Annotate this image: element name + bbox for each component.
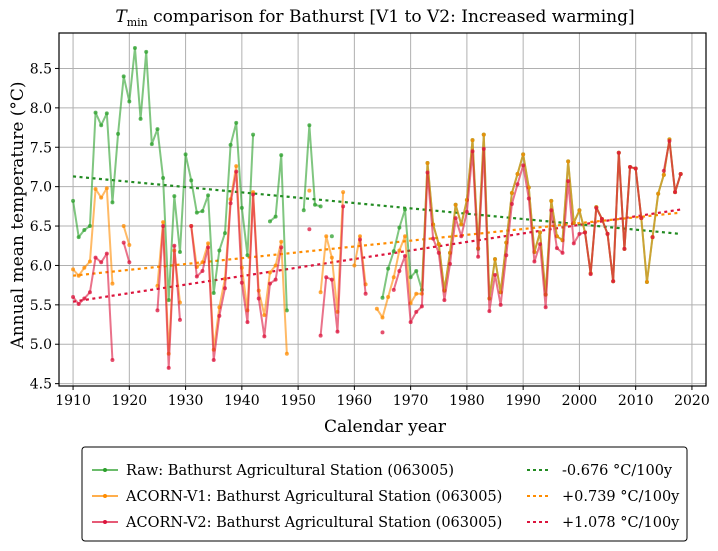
y-axis: 4.5 5.0 5.5 6.0 6.5 7.0 7.5 8.0 8.5 xyxy=(30,61,59,393)
data-point xyxy=(307,227,312,232)
x-tick-label: 1980 xyxy=(449,393,485,409)
x-axis-title: Calendar year xyxy=(324,417,447,437)
data-point xyxy=(650,235,655,240)
trend-lines xyxy=(72,175,681,303)
series-line xyxy=(122,225,131,246)
series-line xyxy=(319,206,345,336)
x-tick-label: 1940 xyxy=(224,393,260,409)
legend-marker-icon xyxy=(103,520,107,524)
data-point xyxy=(307,188,312,193)
series-lines xyxy=(71,45,683,370)
legend: Raw: Bathurst Agricultural Station (0630… xyxy=(81,446,688,542)
y-tick-label: 8.5 xyxy=(30,61,52,77)
y-tick-label: 6.5 xyxy=(30,219,52,235)
x-tick-label: 2010 xyxy=(618,393,654,409)
series-line xyxy=(72,252,114,361)
series-line xyxy=(662,139,682,194)
y-tick-label: 8.0 xyxy=(30,101,52,117)
y-tick-label: 7.5 xyxy=(30,140,52,156)
x-tick-label: 1990 xyxy=(505,393,541,409)
y-tick-label: 6.0 xyxy=(30,258,52,274)
series-line xyxy=(72,46,255,302)
trend-line xyxy=(72,175,681,236)
x-tick-label: 1930 xyxy=(168,393,204,409)
x-tick-label: 1910 xyxy=(55,393,91,409)
series-line xyxy=(72,187,114,284)
series-line xyxy=(190,170,283,361)
data-point xyxy=(329,234,334,239)
legend-marker-icon xyxy=(103,494,107,498)
data-point xyxy=(380,330,385,335)
legend-trend-label: -0.676 °C/100y xyxy=(562,463,673,479)
grid xyxy=(59,33,706,386)
series-line xyxy=(392,147,643,324)
y-tick-label: 4.5 xyxy=(30,377,52,393)
y-axis-title: Annual mean temperature (°C) xyxy=(8,81,28,349)
chart-title: Tmin comparison for Bathurst [V1 to V2: … xyxy=(115,7,634,29)
legend-marker-icon xyxy=(103,468,107,472)
x-axis: 1910 1920 1930 1940 1950 1960 1970 1980 1990 2000… xyxy=(55,386,710,409)
series-line xyxy=(359,239,367,294)
x-tick-label: 2000 xyxy=(562,393,598,409)
legend-label: ACORN-V1: Bathurst Agricultural Station … xyxy=(125,489,502,505)
legend-label: Raw: Bathurst Agricultural Station (0630… xyxy=(126,463,454,479)
series-line xyxy=(122,242,131,263)
y-tick-label: 5.5 xyxy=(30,298,52,314)
y-tick-label: 5.0 xyxy=(30,337,52,353)
series-line xyxy=(302,124,321,211)
y-tick-label: 7.0 xyxy=(30,180,52,196)
legend-trend-label: +0.739 °C/100y xyxy=(562,489,680,505)
series-line xyxy=(156,225,181,369)
series-line xyxy=(269,154,288,311)
x-tick-label: 1920 xyxy=(112,393,148,409)
x-tick-label: 1960 xyxy=(337,393,373,409)
trend-line xyxy=(72,208,681,303)
x-tick-label: 1970 xyxy=(393,393,429,409)
series-2 xyxy=(71,138,683,370)
x-tick-label: 1950 xyxy=(280,393,316,409)
plot-area xyxy=(58,32,707,387)
legend-trend-label: +1.078 °C/100y xyxy=(562,515,680,531)
x-tick-label: 2020 xyxy=(674,393,710,409)
legend-label: ACORN-V2: Bathurst Agricultural Station … xyxy=(125,515,502,531)
trend-line xyxy=(72,211,681,277)
